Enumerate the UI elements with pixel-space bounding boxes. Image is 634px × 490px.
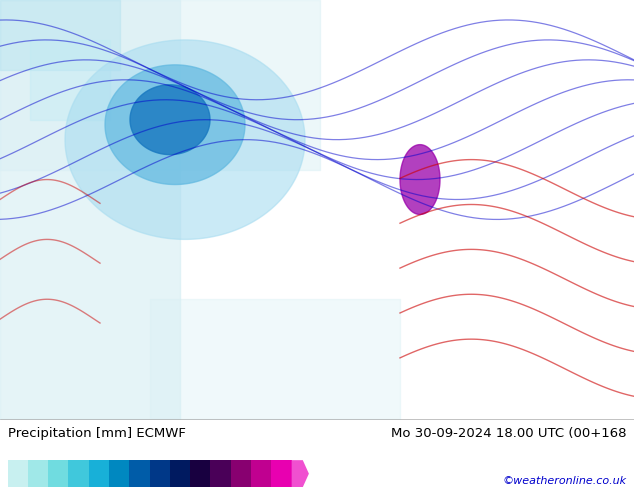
- Polygon shape: [65, 40, 305, 240]
- Bar: [129, 460, 150, 487]
- Bar: [231, 460, 251, 487]
- Text: Mo 30-09-2024 18.00 UTC (00+168: Mo 30-09-2024 18.00 UTC (00+168: [391, 427, 626, 441]
- Text: ©weatheronline.co.uk: ©weatheronline.co.uk: [502, 476, 626, 487]
- Bar: [271, 460, 292, 487]
- Bar: [210, 460, 231, 487]
- Bar: [251, 460, 271, 487]
- Text: Precipitation [mm] ECMWF: Precipitation [mm] ECMWF: [8, 427, 186, 441]
- Bar: [68, 460, 89, 487]
- Bar: [28, 460, 48, 487]
- Polygon shape: [400, 145, 440, 215]
- Polygon shape: [130, 85, 210, 155]
- Bar: [48, 460, 68, 487]
- Bar: [150, 460, 170, 487]
- Bar: [170, 460, 190, 487]
- Bar: [109, 460, 129, 487]
- Bar: [89, 460, 109, 487]
- Polygon shape: [105, 65, 245, 185]
- FancyArrow shape: [292, 460, 309, 487]
- Bar: [8, 460, 28, 487]
- Bar: [190, 460, 210, 487]
